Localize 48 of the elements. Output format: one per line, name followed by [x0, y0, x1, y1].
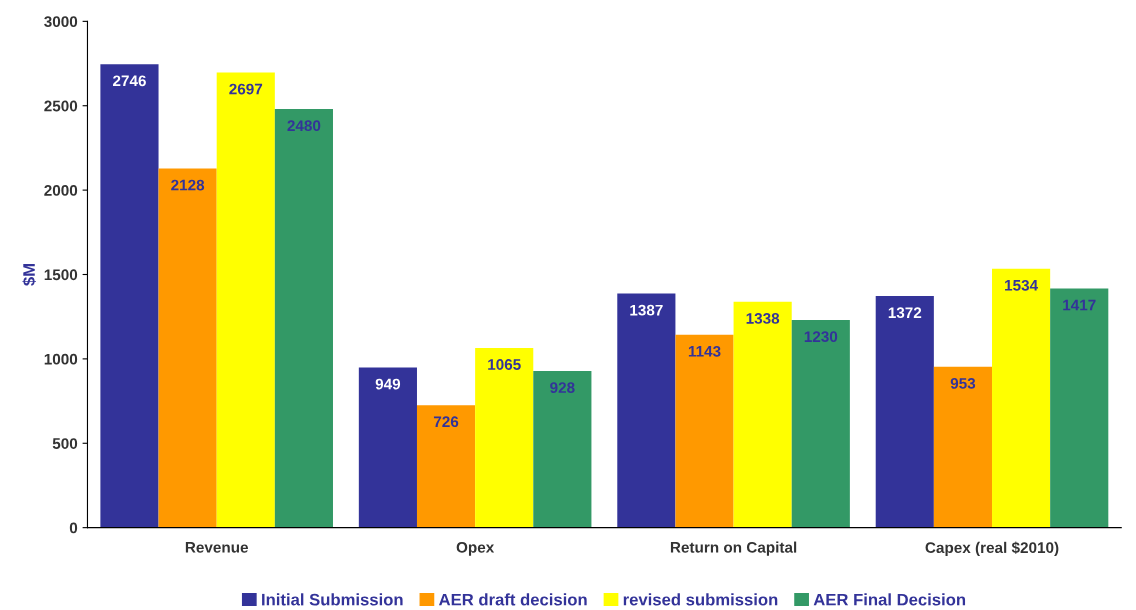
y-tick-label: 0 — [69, 522, 78, 534]
bar — [416, 405, 476, 528]
y-tick-label: 1500 — [44, 269, 78, 281]
data-label: 1387 — [630, 304, 663, 316]
y-tick-label: 1000 — [44, 353, 78, 365]
data-label: 2128 — [171, 179, 205, 191]
legend-label: revised submission — [623, 593, 778, 606]
data-label: 1143 — [688, 345, 721, 357]
legend-label: AER draft decision — [438, 593, 587, 606]
bar — [733, 301, 792, 528]
data-label: 1534 — [1005, 279, 1038, 291]
x-tick-label: Capex (real $2010) — [925, 541, 1059, 557]
bar — [1050, 288, 1109, 528]
y-tick-label: 3000 — [44, 16, 78, 28]
data-label: 953 — [950, 377, 976, 389]
bar — [992, 268, 1051, 528]
bar — [274, 109, 333, 528]
data-label: 928 — [550, 382, 575, 394]
bar — [216, 72, 275, 528]
x-tick-label: Opex — [456, 541, 495, 556]
bar — [533, 371, 592, 528]
bar — [358, 367, 417, 528]
bar — [791, 320, 850, 528]
data-label: 1065 — [488, 359, 521, 370]
bar — [675, 334, 734, 528]
data-label: 949 — [375, 378, 401, 390]
x-tick-label: Revenue — [185, 542, 249, 553]
y-tick-label: 2500 — [44, 100, 78, 112]
y-tick-label: 500 — [52, 438, 78, 449]
data-label: 2480 — [287, 120, 321, 132]
y-axis-title: $M — [22, 264, 36, 286]
y-tick-label: 2000 — [44, 184, 78, 196]
bar — [617, 293, 676, 528]
data-label: 2697 — [229, 83, 263, 95]
x-tick-label: Return on Capital — [670, 541, 797, 556]
bar — [875, 296, 934, 528]
bar — [475, 347, 534, 528]
data-label: 1230 — [804, 331, 838, 343]
data-label: 1338 — [746, 313, 780, 324]
data-label: 1417 — [1063, 299, 1096, 311]
bar — [100, 64, 159, 528]
bar — [158, 168, 217, 528]
data-label: 1372 — [888, 307, 922, 319]
legend-label: AER Final Decision — [813, 593, 966, 606]
bar — [933, 366, 993, 528]
data-label: 2746 — [113, 75, 146, 87]
legend-label: Initial Submission — [262, 593, 403, 606]
data-label: 726 — [433, 416, 459, 428]
